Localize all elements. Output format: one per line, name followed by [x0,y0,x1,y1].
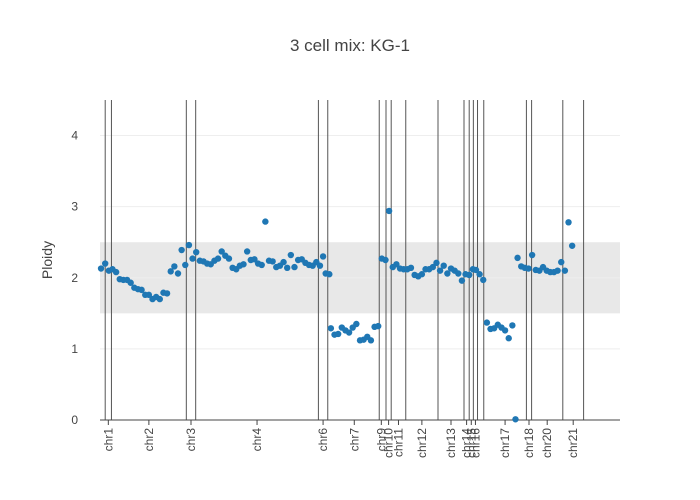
ploidy-point [112,268,120,276]
chromosome-label: chr14 [460,428,474,458]
chromosome-label: chr6 [316,428,330,452]
ploidy-point [385,207,393,215]
ploidy-point [429,263,436,271]
ploidy-point [102,260,109,267]
ploidy-point [163,290,171,297]
ploidy-point [326,271,333,278]
ploidy-point [367,337,375,344]
ploidy-point [561,267,569,274]
chart-title: 3 cell mix: KG-1 [290,36,410,55]
ploidy-point [353,320,360,328]
ploidy-point [375,322,382,330]
y-tick-label: 0 [71,413,78,427]
ploidy-point [472,266,480,274]
ploidy-point [287,251,295,259]
y-tick-label: 4 [71,129,78,143]
ploidy-point [505,335,512,342]
ploidy-point [138,286,145,294]
ploidy-point [269,258,276,265]
ploidy-point [185,241,193,249]
ploidy-point [407,264,415,272]
y-tick-label: 3 [71,200,78,214]
ploidy-point [167,268,174,275]
ploidy-point [171,263,178,270]
chromosome-label: chr17 [498,428,512,458]
ploidy-point [262,218,269,225]
ploidy-point [382,256,389,264]
ploidy-point [145,291,153,299]
ploidy-point [509,322,516,329]
ploidy-point [393,261,400,268]
ploidy-point [466,271,473,279]
ploidy-point [291,263,298,271]
ploidy-point [178,246,185,254]
chromosome-label: chr9 [374,428,388,452]
ploidy-point [316,262,324,269]
ploidy-point [258,261,265,269]
ploidy-point [284,264,291,272]
ploidy-point [334,330,342,338]
chromosome-label: chr15 [464,428,478,458]
ploidy-point [243,248,251,255]
chromosome-label: chr1 [101,428,115,452]
ploidy-point [280,258,287,266]
ploidy-point [214,255,222,262]
ploidy-point [225,255,233,262]
ploidy-point [240,261,247,268]
ploidy-point [568,242,576,249]
chromosome-label: chr21 [566,428,580,458]
ploidy-point [182,261,189,269]
chromosome-label: chr10 [382,428,396,458]
ploidy-point [440,262,447,269]
ploidy-point [127,279,134,286]
ploidy-point [512,416,519,423]
chromosome-label: chr16 [468,428,482,458]
ploidy-point [558,258,565,266]
ploidy-point [327,325,335,332]
ploidy-point [193,248,200,256]
ploidy-point [433,259,440,267]
ploidy-point [554,267,561,274]
chromosome-label: chr13 [444,428,458,458]
chromosome-label: chr20 [540,428,554,458]
ploidy-point [418,271,426,278]
ploidy-point [458,277,466,284]
chromosome-label: chr11 [391,428,405,457]
ploidy-point [525,265,532,272]
chromosome-label: chr2 [142,428,156,452]
ploidy-point [455,270,462,277]
ploidy-point [97,265,105,272]
chromosome-label: chr12 [415,428,429,458]
chromosome-label: chr7 [347,428,361,452]
y-axis-ticks: 0 1 2 3 4 [71,129,78,427]
ploidy-point [218,248,225,255]
chromosome-label: chr4 [250,428,264,452]
ploidy-point [251,256,258,263]
ploidy-point [444,270,451,277]
chromosome-label: chr3 [184,428,198,452]
ploidy-point [319,253,327,260]
chromosome-label: chr18 [522,428,536,458]
ploidy-point [483,319,491,326]
y-axis-title: Ploidy [39,241,55,279]
ploidy-point [345,329,353,336]
ploidy-point [565,219,572,226]
ploidy-points [97,207,576,423]
ploidy-point [476,271,483,278]
ploidy-point [174,270,182,277]
ploidy-point [501,327,509,334]
ploidy-point [189,255,196,262]
ploidy-point [436,267,444,274]
y-tick-label: 1 [71,342,78,356]
ploidy-point [528,251,536,259]
ploidy-point [156,295,163,303]
ploidy-point [480,276,487,284]
ploidy-point [514,254,521,262]
y-tick-label: 2 [71,271,78,285]
